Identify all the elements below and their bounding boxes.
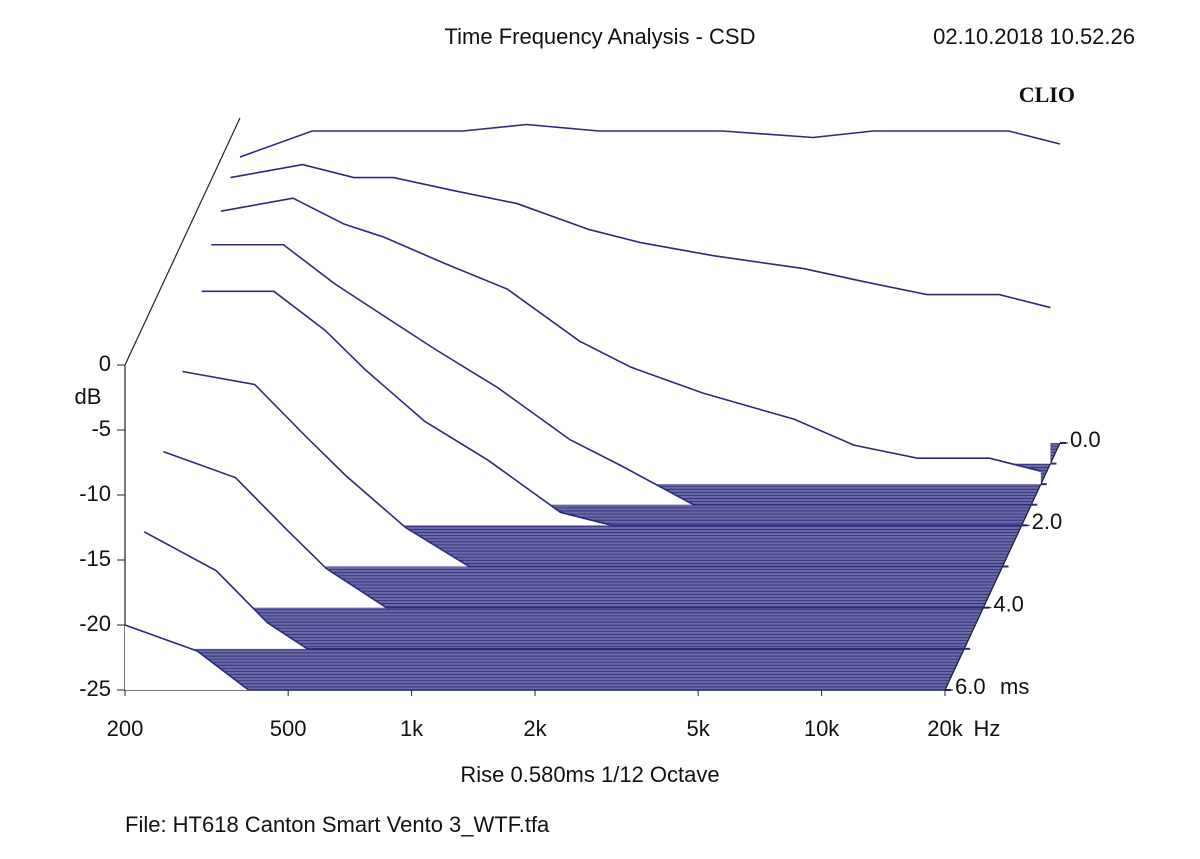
z-tick-label: 4.0 [993, 591, 1024, 616]
slice [220, 197, 1042, 472]
slice-fill [182, 371, 1003, 567]
y-tick-label: -20 [79, 611, 111, 636]
x-tick-label: 200 [107, 716, 144, 741]
chart-title: Time Frequency Analysis - CSD [445, 24, 756, 49]
slice [239, 123, 1061, 158]
slice [182, 370, 1003, 568]
z-tick-label: 6.0 [955, 674, 986, 699]
subtitle: Rise 0.580ms 1/12 Octave [460, 762, 719, 787]
slice-fill [144, 531, 965, 649]
x-unit: Hz [974, 716, 1001, 741]
brand: CLIO [1019, 82, 1075, 107]
slice [211, 243, 1032, 506]
x-tick-label: 20k [927, 716, 963, 741]
slice-fill [201, 291, 1022, 526]
y-tick-label: -25 [79, 676, 111, 701]
x-tick-label: 500 [270, 716, 307, 741]
slice [124, 624, 945, 691]
y-tick-label: -15 [79, 546, 111, 571]
y-tick-label: -10 [79, 481, 111, 506]
timestamp: 02.10.2018 10.52.26 [933, 24, 1135, 49]
x-tick-label: 2k [523, 716, 547, 741]
file-name: File: HT618 Canton Smart Vento 3_WTF.tfa [125, 812, 550, 837]
x-tick-label: 1k [400, 716, 424, 741]
axis-line [124, 117, 241, 366]
slice-fill [125, 625, 945, 690]
z-unit: ms [1000, 674, 1029, 699]
z-tick-label: 0.0 [1070, 427, 1101, 452]
slice [230, 163, 1051, 309]
y-axis-label: dB [75, 384, 102, 409]
slice [201, 290, 1022, 527]
slice-fill [163, 451, 984, 608]
slice [143, 531, 965, 650]
slice [163, 450, 984, 609]
z-tick-label: 2.0 [1032, 509, 1063, 534]
x-tick-label: 10k [804, 716, 840, 741]
plot: 0 -5 -10 -15 -20 -25 200 500 1k 2k 5k 10k 20k Hz 0.0 2.… [79, 117, 1101, 741]
y-tick-label: -5 [91, 416, 111, 441]
x-tick-label: 5k [687, 716, 711, 741]
y-tick-label: 0 [99, 351, 111, 376]
